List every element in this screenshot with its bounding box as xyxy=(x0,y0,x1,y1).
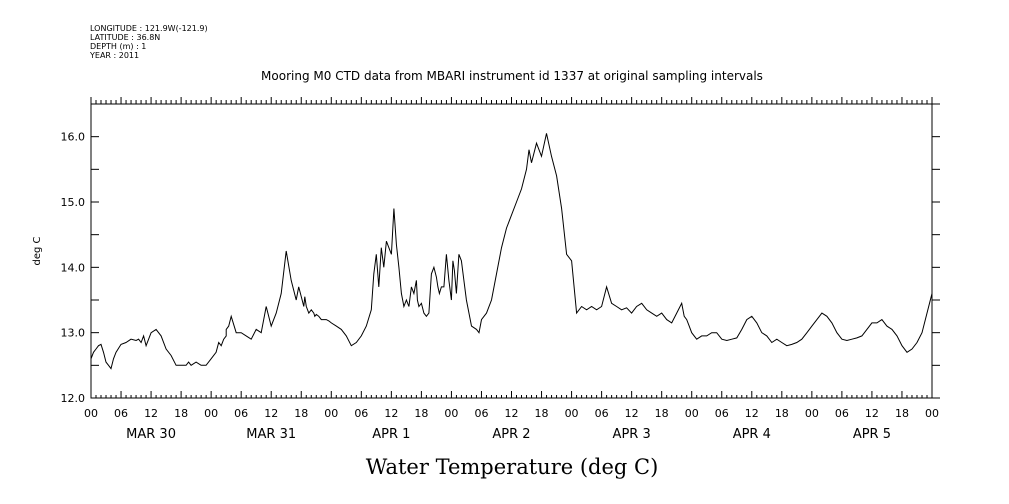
x-tick-label: 00 xyxy=(565,407,579,420)
day-label: APR 1 xyxy=(372,427,410,442)
x-tick-label: 18 xyxy=(655,407,669,420)
x-tick-label: 00 xyxy=(805,407,819,420)
day-label: MAR 31 xyxy=(246,427,296,442)
x-tick-label: 06 xyxy=(715,407,729,420)
x-tick-label: 06 xyxy=(595,407,609,420)
x-tick-label: 12 xyxy=(745,407,759,420)
x-tick-label: 00 xyxy=(324,407,338,420)
x-tick-label: 00 xyxy=(204,407,218,420)
x-tick-label: 12 xyxy=(865,407,879,420)
x-tick-labels: 00 06 12 18 00 06 12 18 00 06 12 18 00 06 12 18 00 06 12 18… xyxy=(84,407,939,420)
y-tick-label: 13.0 xyxy=(61,327,86,340)
series-line xyxy=(90,133,933,370)
x-tick-label: 06 xyxy=(114,407,128,420)
x-tick-label: 00 xyxy=(444,407,458,420)
depth-label: DEPTH (m) : 1 xyxy=(90,42,146,51)
y-tick-label: 12.0 xyxy=(61,392,86,405)
x-tick-label: 12 xyxy=(384,407,398,420)
x-tick-label: 18 xyxy=(294,407,308,420)
x-tick-label: 00 xyxy=(84,407,98,420)
day-labels: MAR 30 MAR 31 APR 1 APR 2 APR 3 APR 4 APR 5 xyxy=(126,427,891,442)
y-axis-label: deg C xyxy=(32,236,43,265)
x-tick-label: 00 xyxy=(685,407,699,420)
x-tick-label: 12 xyxy=(625,407,639,420)
latitude-label: LATITUDE : 36.8N xyxy=(90,33,160,42)
year-label: YEAR : 2011 xyxy=(89,51,139,60)
x-tick-label: 18 xyxy=(775,407,789,420)
x-axis-title: Water Temperature (deg C) xyxy=(366,455,659,479)
day-label: APR 2 xyxy=(492,427,530,442)
x-tick-label: 12 xyxy=(144,407,158,420)
x-tick-label: 18 xyxy=(535,407,549,420)
x-tick-label: 06 xyxy=(474,407,488,420)
day-label: APR 5 xyxy=(853,427,891,442)
y-tick-label: 15.0 xyxy=(61,196,86,209)
y-tick-label: 14.0 xyxy=(61,261,86,274)
y-tick-labels: 12.0 13.0 14.0 15.0 16.0 xyxy=(61,131,86,405)
day-label: APR 4 xyxy=(733,427,771,442)
day-label: MAR 30 xyxy=(126,427,176,442)
x-tick-label: 18 xyxy=(174,407,188,420)
x-tick-label: 18 xyxy=(895,407,909,420)
x-tick-label: 00 xyxy=(925,407,939,420)
axis-ticks xyxy=(90,97,940,399)
longitude-label: LONGITUDE : 121.9W(-121.9) xyxy=(90,24,208,33)
day-label: APR 3 xyxy=(613,427,651,442)
x-tick-label: 12 xyxy=(264,407,278,420)
x-tick-label: 06 xyxy=(354,407,368,420)
x-tick-label: 06 xyxy=(835,407,849,420)
x-tick-label: 18 xyxy=(414,407,428,420)
chart-title: Mooring M0 CTD data from MBARI instrumen… xyxy=(261,69,763,83)
y-tick-label: 16.0 xyxy=(61,131,86,144)
x-tick-label: 06 xyxy=(234,407,248,420)
x-tick-label: 12 xyxy=(505,407,519,420)
plot-frame xyxy=(90,103,933,399)
